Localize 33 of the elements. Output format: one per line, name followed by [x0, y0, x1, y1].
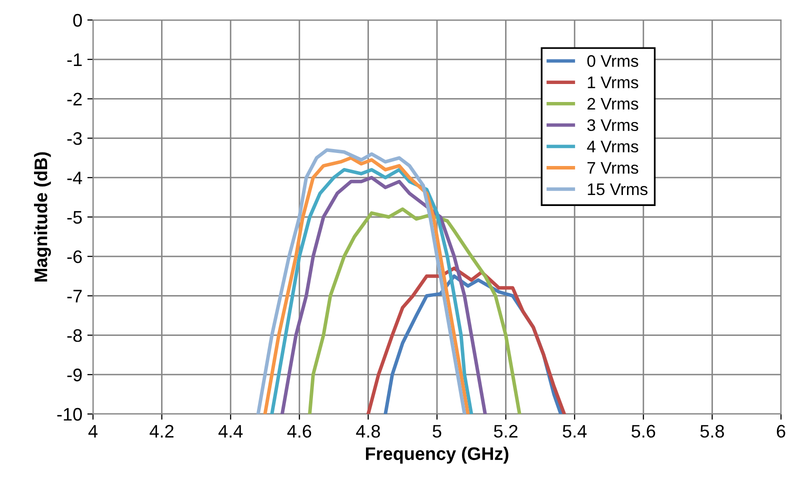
y-tick-label: -5: [67, 211, 82, 224]
y-tick-label: -10: [57, 408, 82, 421]
y-tick-label: -6: [67, 250, 82, 264]
line-series: [308, 207, 522, 414]
x-tick-label: 4.8: [356, 424, 380, 438]
x-tick-label: 5.6: [632, 424, 656, 438]
y-tick-label: -4: [67, 172, 82, 184]
x-tick-label: 4.2: [150, 424, 174, 438]
x-tick-label: 5: [432, 425, 442, 438]
x-tick-label: 4.4: [218, 425, 243, 438]
legend-label: 4 Vrms: [587, 140, 638, 152]
legend-label: 3 Vrms: [587, 119, 638, 132]
y-tick-label: 0: [73, 14, 82, 27]
x-tick-label: 4: [88, 425, 98, 438]
x-tick-label: 5.8: [700, 424, 724, 438]
legend-label: 0 Vrms: [587, 55, 638, 67]
x-tick-label: 5.2: [494, 424, 518, 438]
y-tick-label: -3: [67, 132, 82, 145]
x-tick-label: 5.4: [562, 425, 587, 438]
legend-label: 7 Vrms: [588, 162, 638, 174]
line-series: [366, 266, 566, 414]
y-axis-title: Magnitude (dB): [34, 152, 51, 282]
y-tick-label: -7: [67, 290, 82, 302]
y-tick-label: -9: [67, 368, 82, 382]
legend-label: 2 Vrms: [587, 98, 638, 110]
y-tick-label: -1: [67, 54, 82, 66]
x-tick-label: 4.6: [287, 424, 312, 438]
x-tick-label: 6: [776, 424, 786, 438]
legend-label: 15 Vrms: [588, 184, 648, 196]
x-axis-title: Frequency (GHz): [366, 446, 508, 464]
y-tick-label: -2: [67, 92, 82, 106]
y-tick-label: -8: [67, 329, 82, 342]
legend-label: 1 Vrms: [588, 76, 638, 88]
